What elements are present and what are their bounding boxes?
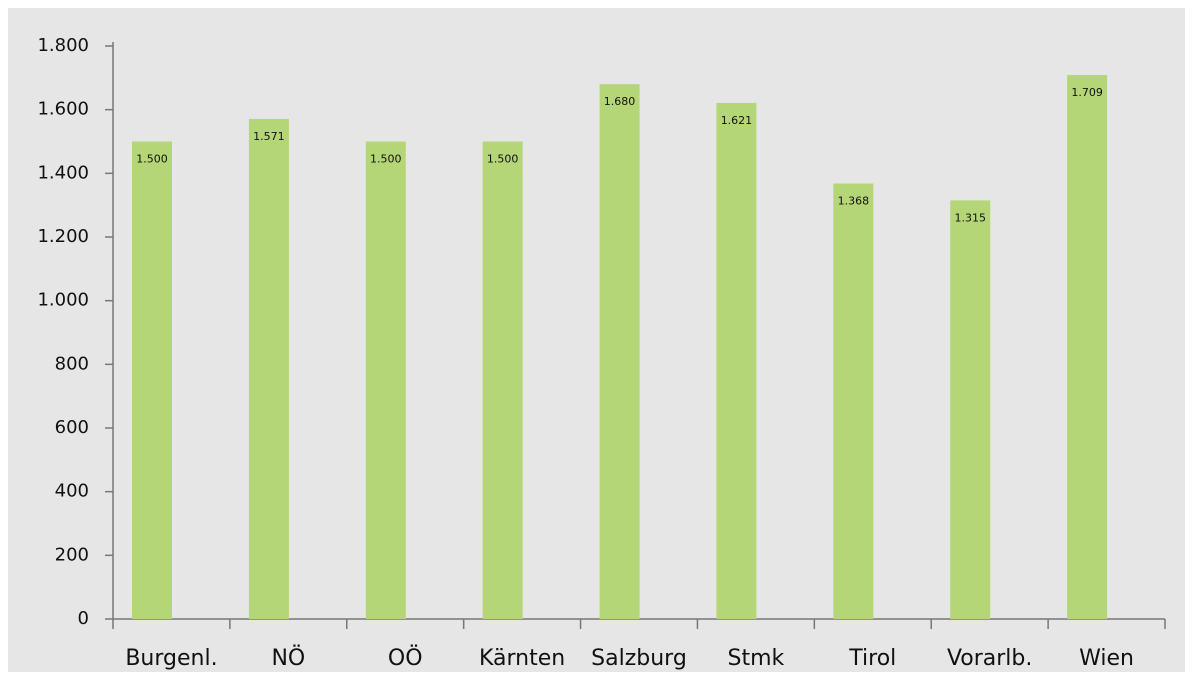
x-tick-label: NÖ	[271, 645, 305, 671]
y-tick-label: 1.200	[37, 226, 89, 247]
x-tick-label: OÖ	[388, 645, 423, 671]
y-tick-label: 1.400	[37, 162, 89, 183]
y-tick-label: 600	[55, 417, 89, 438]
y-tick-label: 800	[55, 353, 89, 374]
value-label: 1.315	[954, 211, 986, 224]
x-tick-label: Kärnten	[479, 646, 565, 671]
bar	[950, 200, 991, 619]
value-label: 1.680	[604, 95, 636, 108]
value-label: 1.368	[838, 195, 870, 208]
y-tick-label: 1.800	[37, 35, 89, 56]
y-tick-label: 1.600	[37, 99, 89, 120]
value-label: 1.500	[370, 153, 402, 166]
x-tick-label: Wien	[1079, 646, 1134, 671]
chart-background	[8, 8, 1185, 672]
x-tick-label: Tirol	[848, 646, 896, 671]
value-label: 1.500	[487, 153, 519, 166]
x-tick-label: Salzburg	[591, 646, 687, 671]
value-label: 1.571	[253, 130, 285, 143]
bar	[1067, 74, 1108, 620]
value-label: 1.500	[136, 153, 168, 166]
bar	[365, 141, 406, 619]
x-tick-label: Burgenl.	[125, 646, 217, 671]
bar	[132, 141, 172, 619]
bar	[482, 141, 523, 619]
y-tick-label: 400	[55, 481, 89, 502]
y-tick-label: 1.000	[37, 290, 89, 311]
bar	[833, 183, 874, 619]
y-tick-label: 200	[55, 544, 89, 565]
bar	[716, 102, 757, 619]
x-tick-label: Stmk	[728, 646, 785, 671]
y-tick-label: 0	[78, 608, 89, 629]
bar	[599, 84, 640, 619]
value-label: 1.709	[1071, 86, 1103, 99]
x-tick-label: Vorarlb.	[947, 646, 1032, 671]
value-label: 1.621	[721, 114, 753, 127]
bar	[248, 118, 289, 620]
